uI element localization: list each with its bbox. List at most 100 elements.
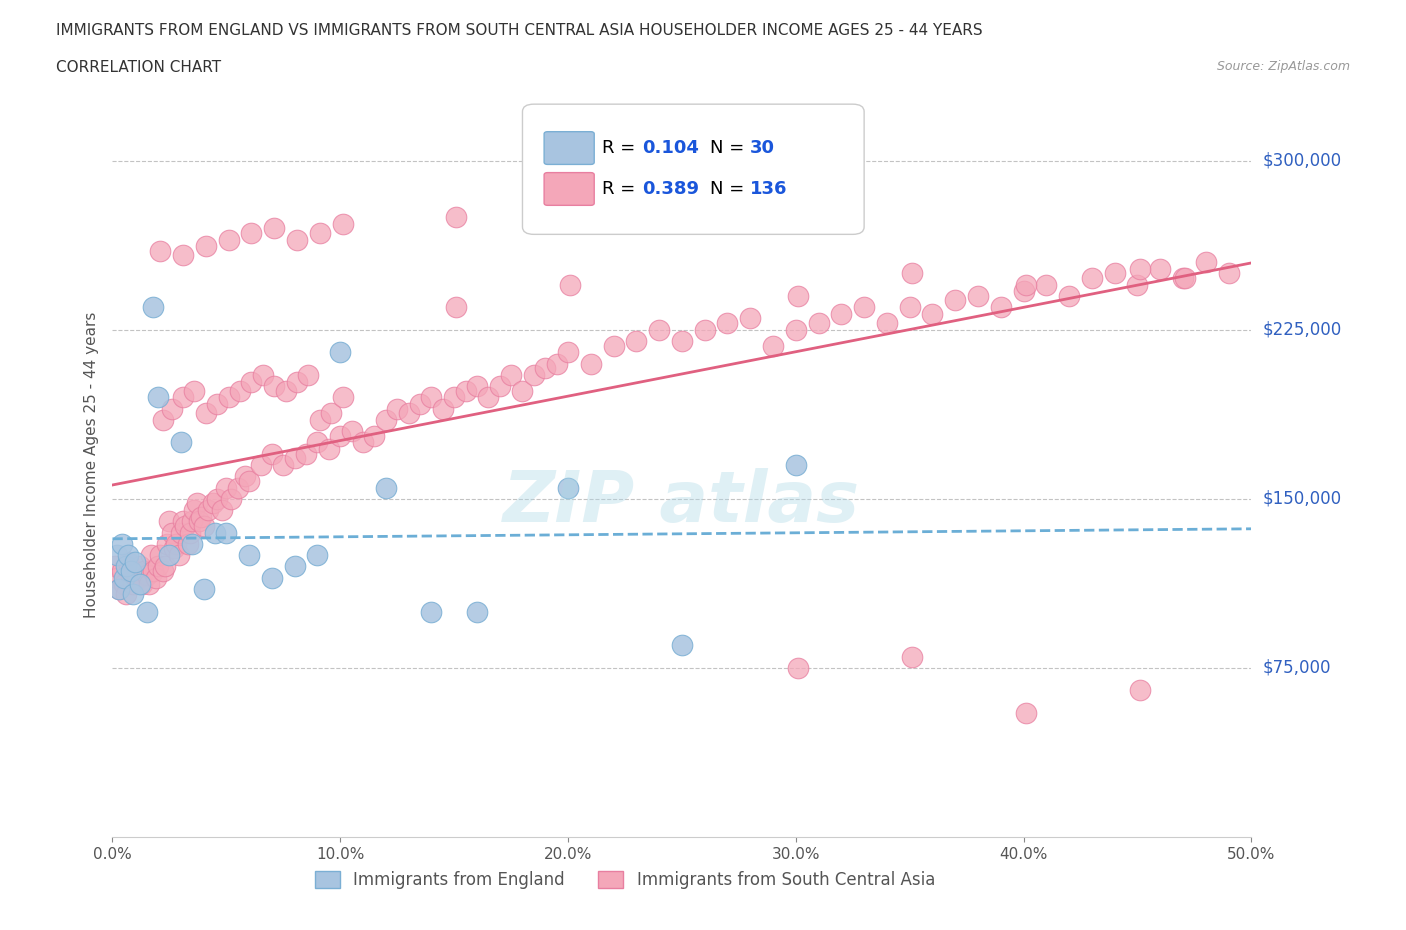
Point [105, 570, 128, 585]
Point [876, 315, 898, 330]
Point [579, 356, 602, 371]
Point [174, 518, 197, 533]
Point [229, 383, 252, 398]
Text: $300,000: $300,000 [1263, 152, 1341, 169]
Text: 0.389: 0.389 [643, 180, 699, 198]
Legend: Immigrants from England, Immigrants from South Central Asia: Immigrants from England, Immigrants from… [308, 864, 942, 896]
Point [432, 401, 454, 416]
Point [160, 525, 183, 540]
Point [307, 435, 329, 450]
Point [1174, 271, 1197, 286]
Point [901, 649, 924, 664]
Point [420, 604, 443, 619]
Point [898, 299, 921, 314]
Point [115, 586, 138, 601]
Point [967, 288, 990, 303]
Text: $150,000: $150,000 [1263, 490, 1341, 508]
Point [193, 581, 215, 596]
Point [363, 428, 385, 443]
Point [260, 446, 283, 461]
Point [1195, 255, 1218, 270]
Point [785, 458, 807, 472]
Point [110, 564, 132, 578]
Point [240, 225, 263, 240]
Point [560, 277, 582, 292]
Point [446, 299, 468, 314]
Point [557, 480, 579, 495]
Point [145, 570, 167, 585]
Point [117, 554, 139, 569]
Text: ZIP atlas: ZIP atlas [503, 468, 860, 537]
Point [128, 559, 150, 574]
Point [249, 458, 271, 472]
Point [1012, 284, 1035, 299]
Text: 30: 30 [751, 140, 775, 157]
Point [120, 564, 142, 578]
Point [1057, 288, 1080, 303]
Point [943, 293, 966, 308]
Point [122, 577, 145, 591]
Point [124, 564, 146, 578]
Point [163, 541, 186, 556]
Point [446, 209, 468, 224]
Point [215, 480, 238, 495]
Point [159, 548, 180, 563]
Point [176, 537, 198, 551]
Text: $75,000: $75,000 [1263, 659, 1331, 677]
Point [671, 334, 693, 349]
Point [263, 379, 285, 393]
Point [190, 510, 212, 525]
Point [207, 397, 229, 412]
Point [170, 525, 193, 540]
Point [193, 518, 215, 533]
Point [238, 473, 260, 488]
Point [120, 568, 142, 583]
Point [716, 315, 738, 330]
Point [108, 581, 131, 596]
Point [128, 577, 150, 591]
Point [501, 367, 523, 382]
Point [149, 244, 172, 259]
Point [1218, 266, 1240, 281]
Point [172, 514, 194, 529]
Point [238, 548, 260, 563]
Point [1015, 706, 1038, 721]
Point [226, 480, 249, 495]
Point [233, 469, 256, 484]
Point [1104, 266, 1126, 281]
Point [512, 383, 534, 398]
Text: N =: N = [710, 140, 751, 157]
Point [332, 217, 354, 232]
Point [443, 390, 465, 405]
Point [260, 570, 283, 585]
Point [329, 345, 352, 360]
Point [785, 323, 807, 338]
Point [398, 405, 420, 420]
Point [146, 559, 169, 574]
Point [374, 480, 396, 495]
Point [420, 390, 443, 405]
Point [648, 323, 671, 338]
Point [104, 559, 127, 574]
Point [204, 525, 226, 540]
Point [921, 307, 943, 322]
Point [172, 248, 194, 263]
Point [762, 339, 785, 353]
Point [285, 232, 308, 247]
Point [352, 435, 374, 450]
Point [115, 559, 138, 574]
Point [807, 315, 830, 330]
Point [274, 383, 297, 398]
Point [901, 266, 924, 281]
Point [308, 413, 330, 428]
Point [112, 570, 135, 585]
Point [194, 405, 217, 420]
Point [1129, 261, 1152, 276]
Text: $225,000: $225,000 [1263, 321, 1341, 339]
Point [172, 390, 194, 405]
Point [990, 299, 1012, 314]
Point [787, 660, 810, 675]
Point [131, 577, 153, 591]
Point [197, 502, 219, 517]
Point [108, 581, 131, 596]
